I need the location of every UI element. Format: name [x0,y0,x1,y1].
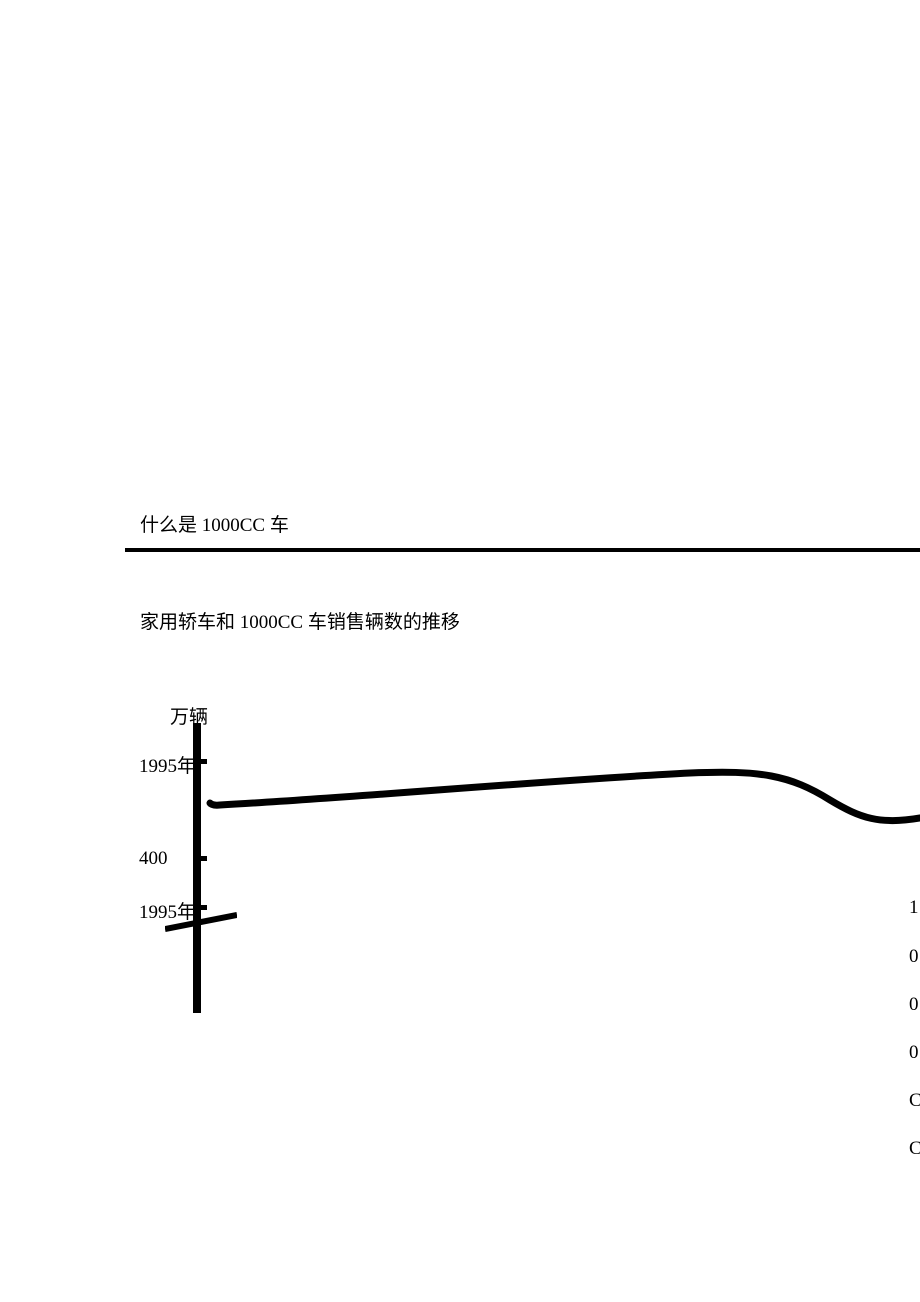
right-vertical-text: C [909,1090,920,1112]
y-tick-mark [193,856,207,861]
y-tick-label: 1995年 [139,751,196,778]
right-vertical-text: C [909,1138,920,1160]
title-underline [125,548,920,552]
right-vertical-text: 0 [909,1042,919,1064]
curve-path [210,772,920,820]
y-tick-label: 400 [139,848,168,870]
right-vertical-text: 0 [909,946,919,968]
right-vertical-text: 1 [909,897,919,919]
chart-curve [200,760,920,840]
y-tick-mark [193,905,207,910]
chart-title: 家用轿车和 1000CC 车销售辆数的推移 [140,607,460,634]
short-diagonal-line [165,912,237,932]
right-vertical-text: 0 [909,994,919,1016]
y-axis-unit-label: 万辆 [170,702,208,729]
section-title: 什么是 1000CC 车 [140,510,289,537]
